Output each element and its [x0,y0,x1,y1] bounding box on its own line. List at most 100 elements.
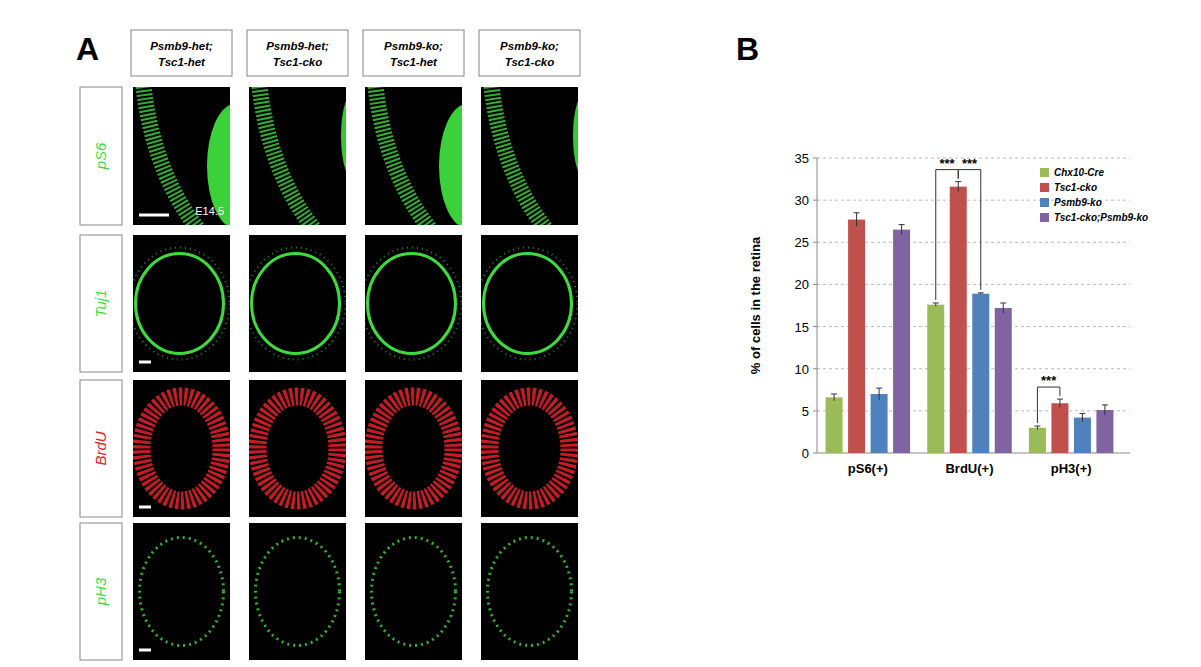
legend-label: Tsc1-cko [1054,182,1097,193]
tick [813,284,817,285]
micrograph [481,87,578,225]
bar [871,394,888,453]
error-cap [1034,426,1040,427]
tick-label: 15 [795,320,809,335]
error-cap [899,224,905,225]
category-label: pS6(+) [848,461,888,476]
stain [491,87,551,225]
stain [249,248,346,360]
error-bar [978,293,984,295]
micrograph [365,87,462,225]
stain [133,248,230,360]
column-header-box [247,30,348,76]
stain [372,538,456,646]
background [0,0,1201,667]
row-label-box [80,380,122,517]
error-bar [1102,405,1108,415]
stain [374,397,454,501]
micrograph-bg [481,523,578,660]
column-header: Tsc1-cko [505,56,554,68]
legend-label: Psmb9-ko [1054,197,1102,208]
column-header-box [363,30,464,76]
stain [484,254,572,354]
error-cap [955,181,961,182]
micrograph [481,380,578,517]
stain [136,254,224,354]
error-bar [955,182,961,192]
stain [258,397,338,501]
micrograph [133,523,230,660]
error-bar [1000,303,1006,313]
stain [341,96,346,176]
error-cap [978,292,984,293]
row-label: Tuj1 [92,289,109,317]
error-cap [1000,302,1006,303]
scale-bar [139,506,151,509]
tick-label: 30 [795,193,809,208]
legend-swatch [1040,168,1049,177]
column-header: Psmb9-ko; [500,40,559,52]
error-cap [831,394,837,395]
micrograph-bg [365,380,462,517]
stain [143,87,203,225]
stain [252,254,340,354]
panel-label: B [736,31,759,67]
error-line [834,394,835,401]
error-bar [876,388,882,400]
scale-bar [139,361,151,364]
stain [481,248,578,360]
legend-label: Chx10-Cre [1054,167,1104,178]
column-header-box [479,30,580,76]
legend-label: Tsc1-cko;Psmb9-ko [1054,212,1148,223]
error-bar [1034,426,1040,429]
tick-label: 35 [795,151,809,166]
y-axis [817,158,818,453]
error-line [935,303,936,306]
legend-swatch [1040,198,1049,207]
micrograph-bg [365,523,462,660]
error-cap [876,388,882,389]
bar [893,230,910,453]
tick [813,368,817,369]
micrograph-bg [249,523,346,660]
micrograph [249,523,346,660]
column-header: Tsc1-het [390,56,438,68]
error-line [1059,399,1060,407]
tick-label: 10 [795,362,809,377]
error-cap [854,212,860,213]
stain [573,96,578,176]
error-cap [1057,399,1063,400]
error-cap [1102,404,1108,405]
bar [1074,418,1091,453]
bar [1051,403,1068,453]
tick [813,158,817,159]
error-cap [933,302,939,303]
bar [950,187,967,453]
row-label: pH3 [92,577,109,606]
bar [927,305,944,453]
column-header: Tsc1-cko [273,56,322,68]
error-line [958,182,959,192]
micrograph [365,235,462,372]
error-bar [854,213,860,226]
row-label: pS6 [92,142,109,170]
micrograph [249,235,346,372]
micrograph [249,380,346,517]
significance-label: *** [939,156,955,171]
significance-label: *** [962,156,978,171]
tick [813,410,817,411]
micrograph-bg [133,380,230,517]
stain [488,538,572,646]
micrograph [133,87,230,225]
bar [972,294,989,453]
column-header: Psmb9-het; [266,40,329,52]
error-line [1104,405,1105,415]
stage-label: E14.5 [195,205,224,217]
tick-label: 25 [795,235,809,250]
micrograph [481,235,578,372]
stain [259,87,319,225]
panel-label: A [76,31,99,67]
bar [848,220,865,453]
stain [140,538,224,646]
micrograph-bg [133,523,230,660]
